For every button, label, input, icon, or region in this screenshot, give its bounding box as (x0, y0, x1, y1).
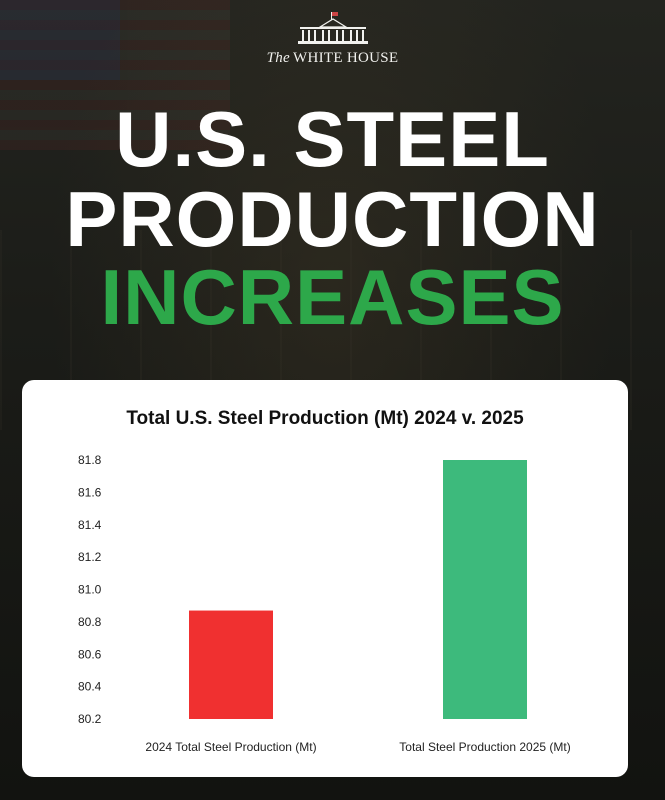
y-tick-label: 81.2 (78, 550, 102, 564)
x-category-label: 2024 Total Steel Production (Mt) (145, 740, 316, 754)
headline-line-1: U.S. STEEL (115, 95, 550, 183)
brand-the: The (266, 50, 291, 66)
chart-card: Total U.S. Steel Production (Mt) 2024 v.… (22, 380, 628, 777)
white-house-wordmark: The WHITE HOUSE (0, 50, 665, 67)
bar-2025 (443, 460, 527, 719)
y-tick-label: 81.4 (78, 518, 102, 532)
y-tick-label: 80.4 (78, 680, 102, 694)
brand-name: WHITE HOUSE (293, 50, 399, 66)
flag-backdrop (0, 0, 230, 150)
y-tick-label: 81.8 (78, 453, 102, 467)
headline-line-3: INCREASES (100, 253, 565, 341)
chart-title: Total U.S. Steel Production (Mt) 2024 v.… (126, 408, 524, 429)
y-tick-label: 80.8 (78, 615, 102, 629)
headline-line-2: PRODUCTION (65, 175, 600, 263)
bar-2024 (189, 610, 273, 719)
y-tick-label: 81.6 (78, 485, 102, 499)
white-house-icon (297, 12, 368, 44)
y-tick-label: 80.2 (78, 712, 102, 726)
white-house-logo: The WHITE HOUSE (0, 10, 665, 67)
bar-chart: 80.2 80.4 80.6 80.8 81.0 81.2 81.4 81.6 81.8 2024… (78, 453, 571, 754)
x-category-label: Total Steel Production 2025 (Mt) (399, 740, 570, 754)
y-tick-label: 80.6 (78, 647, 102, 661)
y-tick-label: 81.0 (78, 583, 102, 597)
